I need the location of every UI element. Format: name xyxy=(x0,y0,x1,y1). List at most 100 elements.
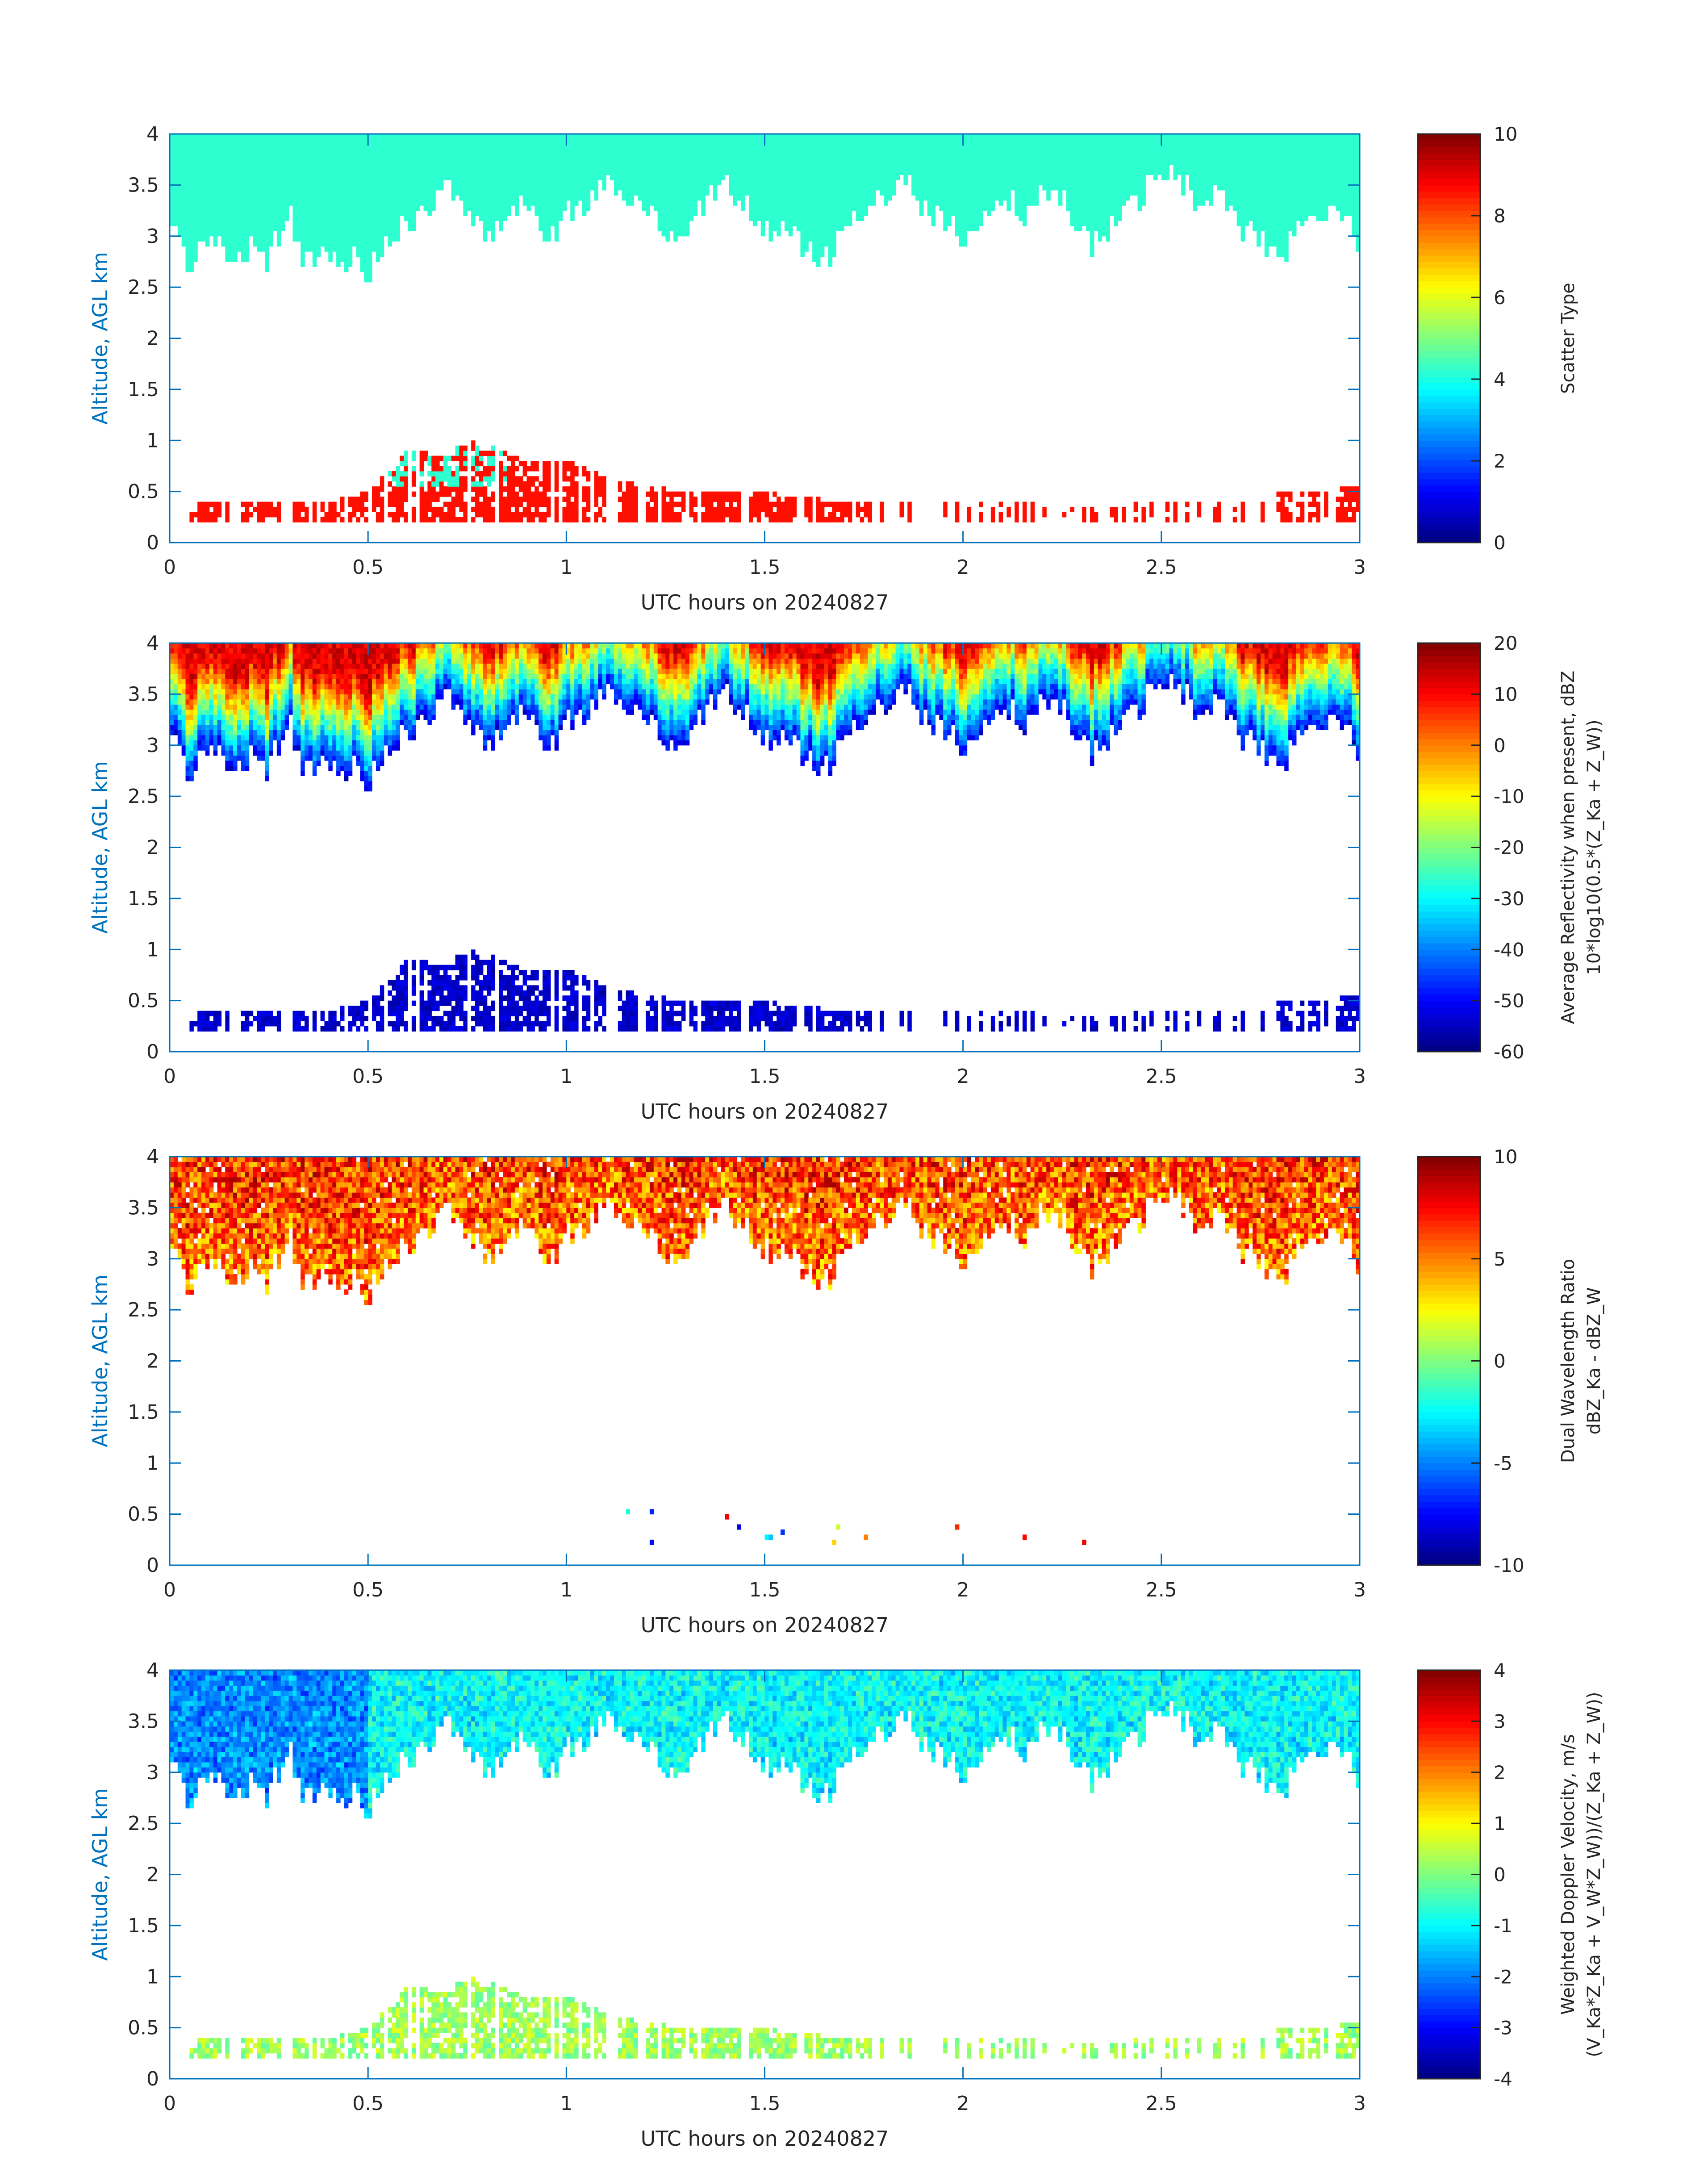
data-cell xyxy=(752,185,757,191)
data-cell xyxy=(340,226,345,231)
data-cell xyxy=(649,170,654,175)
data-cell xyxy=(959,236,964,242)
data-cell xyxy=(237,170,242,175)
data-cell xyxy=(253,200,258,206)
data-cell xyxy=(419,512,424,518)
data-cell xyxy=(816,190,821,196)
data-cell xyxy=(213,149,218,155)
data-cell xyxy=(824,149,829,155)
data-cell xyxy=(971,139,975,145)
data-cell xyxy=(316,210,321,216)
data-cell xyxy=(860,190,864,196)
data-cell xyxy=(693,180,698,185)
data-cell xyxy=(487,149,492,155)
data-cell xyxy=(820,517,825,522)
data-cell xyxy=(503,190,507,196)
data-cell xyxy=(752,180,757,185)
data-cell xyxy=(943,139,948,145)
data-cell xyxy=(903,149,908,155)
data-cell xyxy=(328,170,333,175)
data-cell xyxy=(951,180,956,185)
data-cell xyxy=(979,159,983,165)
data-cell xyxy=(562,497,567,502)
data-cell xyxy=(812,221,817,226)
data-cell xyxy=(320,134,325,140)
data-cell xyxy=(994,159,999,165)
data-cell xyxy=(804,506,809,512)
data-cell xyxy=(372,241,376,247)
data-cell xyxy=(725,491,730,497)
data-cell xyxy=(510,461,515,467)
data-cell xyxy=(451,134,456,140)
data-cell xyxy=(748,195,753,201)
data-cell xyxy=(301,210,305,216)
data-cell xyxy=(1066,195,1071,201)
data-cell xyxy=(931,205,936,211)
data-cell xyxy=(197,190,202,196)
data-cell xyxy=(376,226,380,231)
data-cell xyxy=(1054,139,1059,145)
data-cell xyxy=(483,175,488,180)
data-cell xyxy=(253,154,258,160)
data-cell xyxy=(887,180,892,185)
data-cell xyxy=(324,236,329,242)
data-cell xyxy=(1019,144,1023,150)
data-cell xyxy=(265,241,269,247)
data-cell xyxy=(237,154,242,160)
data-cell xyxy=(443,512,448,518)
data-cell xyxy=(634,497,638,502)
data-cell xyxy=(535,497,539,502)
data-cell xyxy=(963,216,968,221)
data-cell xyxy=(983,200,987,206)
data-cell xyxy=(332,134,337,140)
data-cell xyxy=(539,175,543,180)
data-cell xyxy=(760,159,765,165)
data-cell xyxy=(272,154,277,160)
data-cell xyxy=(499,139,503,145)
data-cell xyxy=(443,466,448,472)
data-cell xyxy=(598,139,602,145)
data-cell xyxy=(642,144,646,150)
data-cell xyxy=(665,517,670,522)
data-cell xyxy=(947,159,952,165)
data-cell xyxy=(546,466,551,472)
data-cell xyxy=(201,180,206,185)
data-cell xyxy=(665,501,670,507)
data-cell xyxy=(653,491,658,497)
data-cell xyxy=(975,221,979,226)
data-cell xyxy=(669,190,674,196)
data-cell xyxy=(316,185,321,191)
data-cell xyxy=(221,226,226,231)
data-cell xyxy=(899,501,904,507)
data-cell xyxy=(308,205,313,211)
data-cell xyxy=(269,149,273,155)
data-cell xyxy=(514,210,519,216)
data-cell xyxy=(1086,134,1090,140)
data-cell xyxy=(562,486,567,492)
data-cell xyxy=(860,205,864,211)
data-cell xyxy=(539,200,543,206)
data-cell xyxy=(328,185,333,191)
data-cell xyxy=(439,491,444,497)
data-cell xyxy=(292,185,297,191)
data-cell xyxy=(975,139,979,145)
data-cell xyxy=(872,200,876,206)
data-cell xyxy=(760,216,765,221)
data-cell xyxy=(729,159,734,165)
data-cell xyxy=(832,144,836,150)
data-cell xyxy=(237,134,242,140)
data-cell xyxy=(693,205,698,211)
data-cell xyxy=(760,170,765,175)
data-cell xyxy=(832,517,836,522)
data-cell xyxy=(526,144,531,150)
data-cell xyxy=(1086,185,1090,191)
data-cell xyxy=(773,134,777,140)
data-cell xyxy=(634,501,638,507)
data-cell xyxy=(356,205,360,211)
data-cell xyxy=(272,190,277,196)
data-cell xyxy=(828,241,833,247)
data-cell xyxy=(173,149,178,155)
data-cell xyxy=(622,180,626,185)
data-cell xyxy=(681,231,686,237)
data-cell xyxy=(229,164,234,170)
